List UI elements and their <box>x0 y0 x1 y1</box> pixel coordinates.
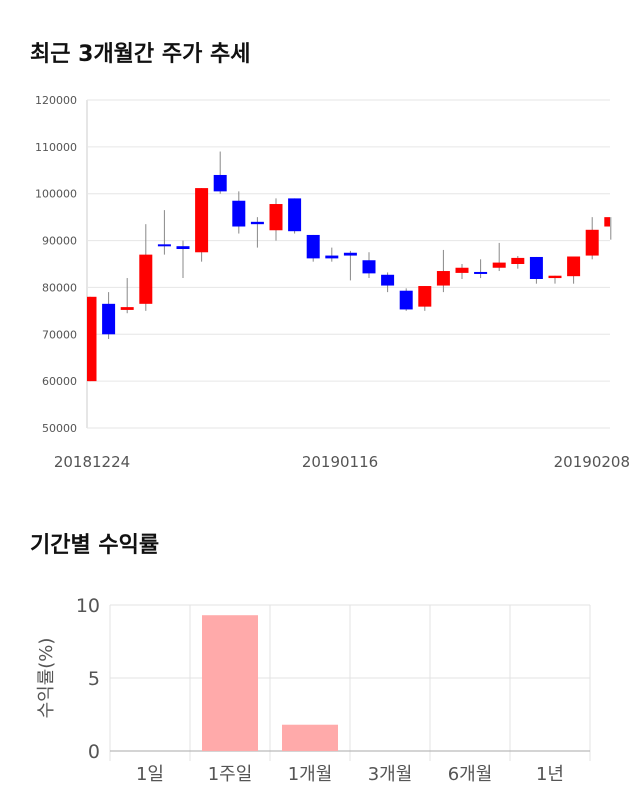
candle-body <box>585 229 599 256</box>
candle-body <box>250 221 264 225</box>
y-tick-label: 60000 <box>42 375 77 388</box>
candle-body <box>325 255 339 259</box>
x-tick-label: 1개월 <box>288 764 333 785</box>
candle-body <box>195 188 209 253</box>
candle-body <box>548 275 562 279</box>
candle-body <box>157 244 171 247</box>
y-tick-label: 90000 <box>42 235 77 248</box>
candle-body <box>362 260 376 274</box>
y-tick-label: 10 <box>76 595 100 617</box>
return-chart-title: 기간별 수익률 <box>30 533 160 558</box>
candle-body <box>474 271 488 274</box>
return-bar <box>282 724 338 751</box>
y-tick-label: 110000 <box>35 141 77 154</box>
candle-body <box>381 274 395 286</box>
y-tick-label: 50000 <box>42 422 77 435</box>
x-tick-label: 6개월 <box>448 764 493 785</box>
candle-body <box>511 257 525 264</box>
candle-body <box>232 200 246 227</box>
candle-body <box>87 296 97 382</box>
x-tick-label: 20190208 <box>554 453 630 471</box>
candle-body <box>306 234 320 259</box>
y-axis-label: 수익률(%) <box>36 638 57 719</box>
y-tick-label: 80000 <box>42 281 77 294</box>
x-tick-label: 20190116 <box>302 453 378 471</box>
candle-body <box>213 174 227 192</box>
x-tick-label: 20181224 <box>54 453 130 471</box>
y-tick-label: 100000 <box>35 188 77 201</box>
price-chart-title: 최근 3개월간 주가 추세 <box>30 42 251 67</box>
y-tick-label: 120000 <box>35 94 77 107</box>
x-tick-label: 1일 <box>136 764 164 785</box>
x-tick-label: 1년 <box>536 764 564 785</box>
candle-body <box>139 254 153 304</box>
candle-body <box>269 204 283 231</box>
candle-body <box>455 267 469 273</box>
y-tick-label: 70000 <box>42 328 77 341</box>
candle-body <box>288 198 302 232</box>
candle-body <box>436 271 450 286</box>
candle-body <box>399 290 413 310</box>
candle-body <box>492 262 506 268</box>
y-tick-label: 5 <box>88 668 100 690</box>
x-tick-label: 1주일 <box>208 764 253 785</box>
x-tick-label: 3개월 <box>368 764 413 785</box>
candle-body <box>567 256 581 277</box>
candle-body <box>604 217 610 227</box>
candle-body <box>176 246 190 250</box>
candle-body <box>418 286 432 307</box>
candle-body <box>120 307 134 310</box>
return-bar <box>202 615 258 751</box>
y-tick-label: 0 <box>88 741 100 763</box>
candle-body <box>343 252 357 256</box>
price-candlestick-chart: 120000 110000 100000 90000 80000 70000 60000 50… <box>35 94 630 471</box>
candle-body <box>529 256 543 279</box>
candle-body <box>102 303 116 335</box>
